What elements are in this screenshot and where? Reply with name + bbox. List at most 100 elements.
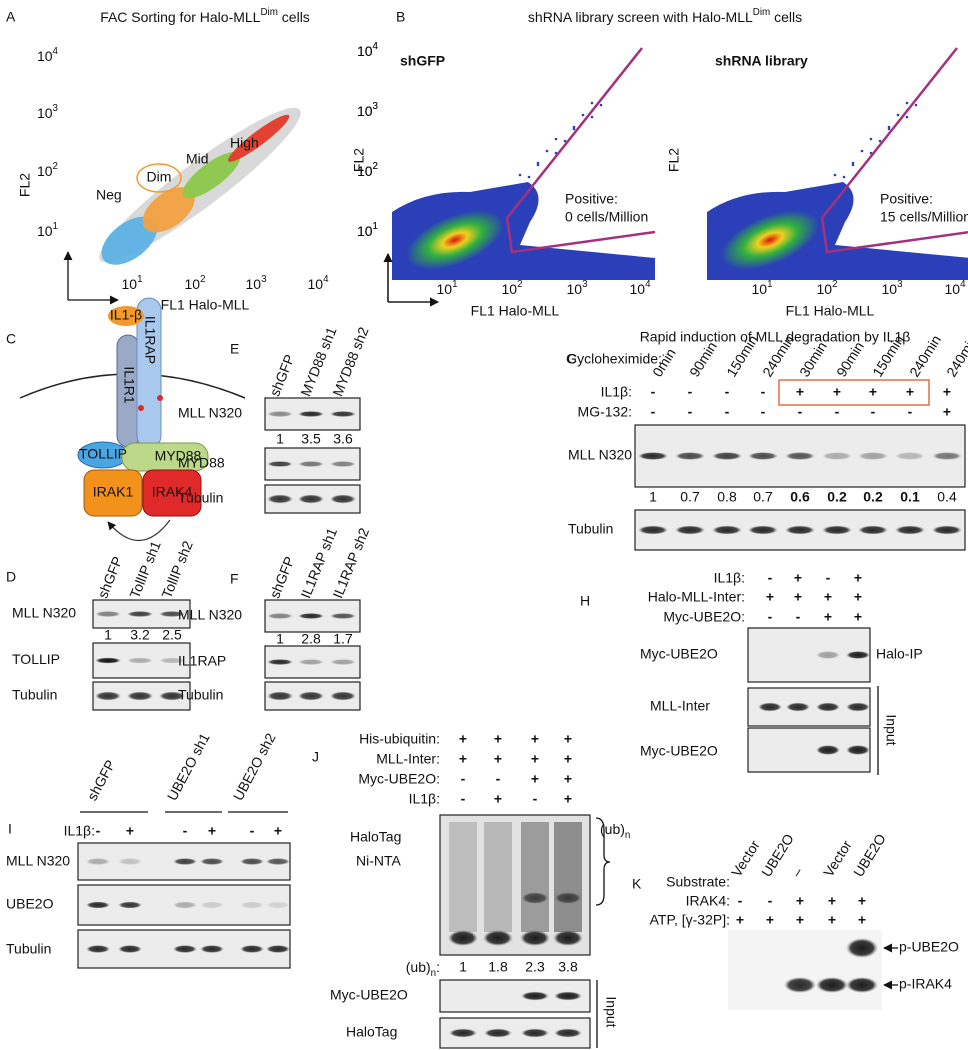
panel-letter: B (396, 9, 405, 25)
dot (527, 175, 531, 179)
text-part: (ub) (600, 821, 625, 837)
text-part: 10 (37, 105, 53, 121)
band (267, 494, 293, 504)
x-tick-label: 102 (816, 279, 837, 297)
axis-title: FL2 (17, 173, 33, 197)
band (127, 691, 153, 701)
band (298, 613, 324, 619)
condition-value: + (274, 823, 282, 839)
text-part: FAC Sorting for Halo-MLL (100, 9, 260, 25)
band (816, 977, 848, 993)
dot (905, 115, 909, 119)
axis-title: FL1 Halo-MLL (161, 297, 250, 313)
x-tick-label: 103 (566, 279, 588, 297)
band (298, 411, 324, 417)
condition-value: + (824, 589, 832, 605)
condition-value: - (533, 791, 538, 807)
quant-value: 1.8 (488, 959, 508, 975)
ligand (108, 306, 144, 326)
band (298, 494, 324, 504)
band (267, 411, 293, 417)
band-label: p-UBE2O (899, 939, 959, 955)
sup-text: 2 (832, 279, 837, 290)
condition-label: Myc-UBE2O: (358, 771, 440, 787)
condition-label: MLL-Inter: (376, 751, 440, 767)
band (846, 702, 870, 712)
band (330, 691, 356, 701)
text-part: : (436, 959, 440, 975)
condition-value: + (459, 751, 467, 767)
sup-text: 3 (53, 103, 59, 114)
dot (590, 115, 594, 119)
condition-value: - (725, 384, 730, 400)
dot (914, 103, 918, 107)
row-label: Tubulin (178, 490, 223, 506)
quant-value: 1.7 (333, 631, 353, 647)
node-label: IRAK1 (93, 484, 134, 500)
band (200, 945, 224, 953)
dot (536, 161, 540, 165)
band (521, 892, 549, 904)
panel-letter: F (230, 571, 239, 587)
condition-value: - (688, 384, 693, 400)
x-tick-label: 101 (751, 279, 772, 297)
sup-text: Dim (753, 7, 770, 18)
band (748, 452, 778, 460)
kinase (142, 469, 202, 517)
text-part: 10 (357, 43, 373, 59)
sup-text: 2 (53, 161, 58, 172)
band (330, 411, 356, 417)
band (330, 613, 356, 619)
dot (887, 127, 891, 131)
sup-text: 3 (373, 101, 379, 112)
smear (484, 822, 512, 932)
x-tick-label: 103 (245, 274, 267, 292)
band (846, 745, 870, 755)
condition-value: - (651, 384, 656, 400)
plot-title: shRNA library (715, 53, 808, 69)
quant-value: 0.6 (790, 489, 810, 505)
panel-title: FAC Sorting for Halo-MLLDim cells (100, 7, 310, 25)
text-part: 10 (357, 223, 373, 239)
row-label: MLL N320 (178, 607, 242, 623)
node-label: IL1RAP (142, 316, 158, 364)
band (298, 691, 324, 701)
condition-value: - (183, 823, 188, 839)
condition-value: - (461, 771, 466, 787)
band (298, 461, 324, 467)
condition-label: IL1β: (714, 570, 745, 586)
row-label: Myc-UBE2O (640, 743, 718, 759)
condition-value: - (798, 404, 803, 420)
text-part: 10 (121, 276, 137, 292)
condition-value: + (796, 893, 804, 909)
sup-text: 4 (373, 41, 379, 52)
band (484, 1028, 512, 1038)
condition-value: + (766, 912, 774, 928)
condition-value: + (531, 751, 539, 767)
band (266, 858, 290, 865)
text-part: cells (770, 9, 802, 25)
condition-value: - (826, 570, 831, 586)
dot (572, 127, 576, 131)
band (521, 1028, 549, 1038)
condition-label: IRAK4: (686, 893, 730, 909)
text-part: 10 (245, 276, 261, 292)
lane-label: Vector (820, 837, 855, 879)
dot (572, 125, 576, 129)
quant-value: 3.5 (301, 431, 321, 447)
text-part: 10 (881, 281, 897, 297)
row-label: Myc-UBE2O (640, 646, 718, 662)
smear (554, 822, 582, 932)
condition-label: ATP, [γ-32P]: (650, 912, 730, 928)
x-tick-label: 102 (184, 274, 205, 292)
quant-value: 1 (459, 959, 467, 975)
condition-value: - (496, 771, 501, 787)
dot (833, 173, 837, 177)
row-label: UBE2O (6, 896, 54, 912)
sup-text: 4 (323, 274, 329, 285)
text-part: 10 (357, 103, 373, 119)
y-tick-label: 103 (357, 101, 379, 119)
lane-label: UBE2O (850, 831, 889, 880)
y-tick-label: 101 (357, 221, 378, 239)
